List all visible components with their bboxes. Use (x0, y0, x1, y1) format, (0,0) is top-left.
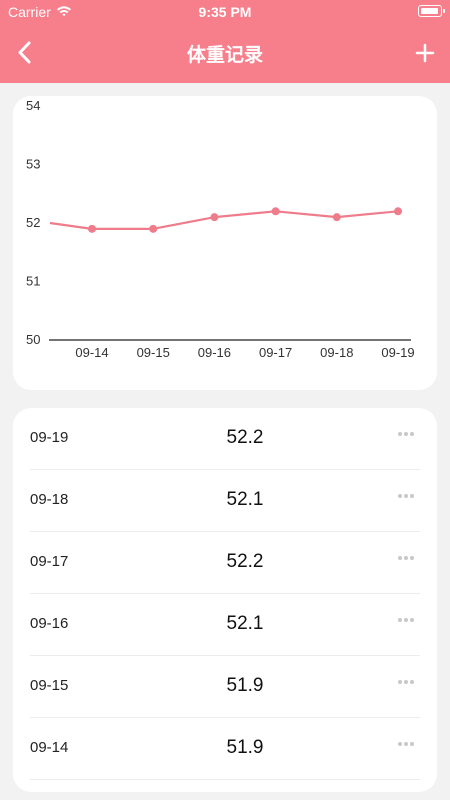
wifi-icon (57, 6, 71, 17)
y-tick-label: 54 (26, 98, 40, 113)
record-weight: 52.1 (226, 489, 264, 510)
more-horizontal-icon[interactable] (396, 554, 416, 562)
record-row[interactable]: 09-17 52.2 (30, 532, 420, 594)
x-tick-label: 09-15 (137, 345, 170, 360)
x-tick-label: 09-17 (259, 345, 292, 360)
status-bar: Carrier 9:35 PM (0, 0, 450, 24)
record-row[interactable]: 09-15 51.9 (30, 656, 420, 718)
data-point (332, 213, 341, 222)
weight-record-list: 09-19 52.2 09-18 52.1 09-17 52.2 09-16 52.1 09-1… (13, 408, 437, 792)
record-weight: 51.9 (226, 737, 264, 758)
more-horizontal-icon[interactable] (396, 740, 416, 748)
page-title: 体重记录 (186, 44, 263, 66)
data-point (271, 207, 280, 216)
data-point (210, 213, 219, 222)
x-tick-label: 09-18 (320, 345, 353, 360)
record-row[interactable]: 09-14 51.9 (30, 718, 420, 780)
record-date: 09-18 (30, 491, 69, 508)
record-row[interactable]: 09-19 52.2 (30, 408, 420, 470)
more-horizontal-icon[interactable] (396, 678, 416, 686)
battery-icon (418, 5, 445, 17)
y-tick-label: 52 (26, 215, 40, 230)
record-weight: 52.2 (226, 427, 264, 448)
record-weight: 52.1 (226, 613, 264, 634)
data-point (394, 207, 402, 216)
x-tick-label: 09-19 (381, 345, 414, 360)
plus-icon (415, 43, 435, 63)
more-horizontal-icon[interactable] (396, 616, 416, 624)
record-weight: 51.9 (226, 675, 264, 696)
more-horizontal-icon[interactable] (396, 492, 416, 500)
y-tick-label: 53 (26, 157, 40, 172)
data-point (88, 224, 96, 233)
more-horizontal-icon[interactable] (396, 430, 416, 438)
status-time: 9:35 PM (198, 4, 252, 20)
add-button[interactable] (410, 38, 440, 68)
record-date: 09-16 (30, 615, 69, 632)
nav-header: Carrier 9:35 PM 体重记录 (0, 0, 450, 83)
y-tick-label: 50 (26, 332, 40, 347)
data-point (149, 224, 158, 233)
record-weight: 52.2 (226, 551, 264, 572)
chevron-left-icon (18, 41, 31, 64)
record-date: 09-15 (30, 677, 69, 694)
back-button[interactable] (10, 38, 40, 68)
record-date: 09-14 (30, 739, 69, 756)
record-row[interactable]: 09-16 52.1 (30, 594, 420, 656)
x-tick-label: 09-16 (198, 345, 231, 360)
weight-line-chart: 50 51 52 53 54 09-14 09-15 09-16 09-17 09-18 09-19 (26, 98, 415, 360)
weight-chart-card: 50 51 52 53 54 09-14 09-15 09-16 09-17 09-18 09-19 (13, 96, 437, 390)
x-tick-label: 09-14 (75, 345, 108, 360)
y-tick-label: 51 (26, 274, 40, 289)
record-date: 09-19 (30, 429, 69, 446)
carrier-label: Carrier (8, 4, 51, 20)
record-row[interactable]: 09-18 52.1 (30, 470, 420, 532)
record-date: 09-17 (30, 553, 69, 570)
weight-series-line (49, 210, 399, 230)
